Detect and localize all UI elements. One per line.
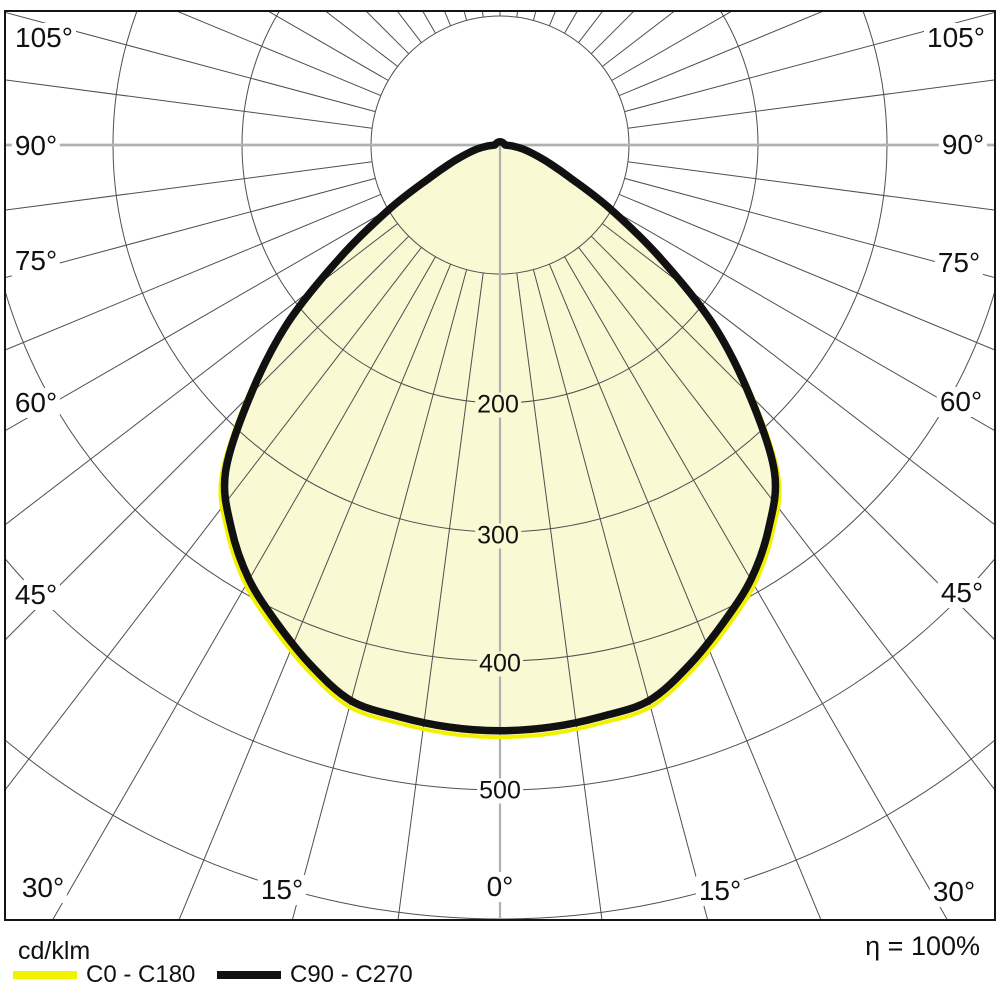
grid-ray: [365, 11, 410, 55]
grid-ray: [175, 11, 381, 97]
grid-ray: [601, 223, 995, 526]
grid-ray: [481, 11, 484, 18]
grid-ray: [443, 11, 452, 26]
grid-ray: [5, 209, 389, 432]
grid-ray: [624, 11, 995, 113]
legend-swatch-c90-c270-icon: [217, 971, 281, 979]
legend-label-c90-c270: C90 - C270: [290, 961, 413, 988]
grid-ray: [5, 161, 373, 211]
curve-c90-c270: [220, 138, 780, 735]
grid-ray: [5, 223, 399, 526]
grid-ray: [548, 264, 822, 920]
grid-ray: [627, 79, 995, 129]
grid-ray: [516, 272, 603, 920]
grid-ray: [5, 246, 422, 791]
grid-ray: [611, 209, 995, 432]
grid-ray: [624, 177, 995, 279]
efficiency-label: η = 100%: [865, 931, 980, 961]
legend-swatch-c0-c180-icon: [13, 971, 77, 979]
grid-ray: [516, 11, 519, 18]
grid-ray: [178, 264, 452, 920]
legend-item-c0-c180: C0 - C180: [13, 963, 195, 987]
grid-ray: [51, 256, 436, 920]
grid-ray: [5, 235, 410, 641]
grid-ray: [266, 11, 389, 81]
grid-ray: [564, 256, 949, 920]
grid-ray: [397, 272, 484, 920]
plot-frame: [4, 10, 996, 921]
grid-ray: [5, 193, 381, 351]
grid-ray: [627, 161, 995, 211]
grid-ray: [590, 11, 635, 55]
grid-ray: [324, 11, 399, 67]
grid-ray: [5, 177, 376, 279]
grid-ray: [548, 11, 557, 26]
grid-ray: [619, 193, 995, 351]
legend-label-c0-c180: C0 - C180: [86, 961, 196, 988]
units-label: cd/klm: [18, 937, 91, 965]
grid-ray: [611, 11, 734, 81]
grid-ray: [5, 11, 376, 113]
grid-ray: [532, 269, 709, 920]
legend-item-c90-c270: C90 - C270: [217, 963, 413, 987]
grid-ray: [291, 269, 468, 920]
grid-ray: [619, 11, 825, 97]
grid-ray: [5, 79, 373, 129]
grid-ray: [590, 235, 995, 641]
grid-ray: [578, 246, 995, 791]
grid-ray: [601, 11, 676, 67]
